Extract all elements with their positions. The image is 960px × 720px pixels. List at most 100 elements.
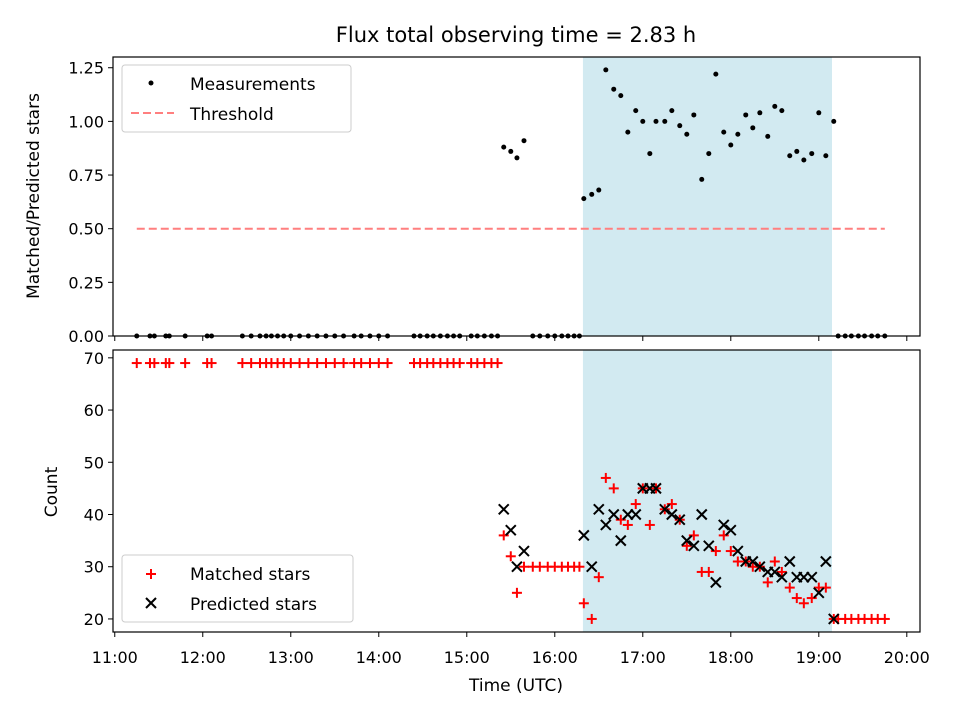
predicted-star-point xyxy=(681,534,693,547)
matched-star-point xyxy=(622,519,633,530)
x-tick-label: 20:00 xyxy=(884,648,930,667)
matched-star-point xyxy=(681,540,692,551)
ratio-y-tick-label: 1.00 xyxy=(68,112,104,131)
observing-window-shade xyxy=(582,350,832,632)
x-tick-label: 12:00 xyxy=(180,648,226,667)
ratio-legend-box xyxy=(121,64,352,133)
matched-star-point xyxy=(630,499,641,510)
matched-star-point xyxy=(511,587,522,598)
predicted-star-point xyxy=(659,503,671,515)
measurement-point xyxy=(721,129,727,135)
count-y-tick-label: 60 xyxy=(84,401,104,420)
measurement-point xyxy=(779,108,785,114)
count-y-axis-label: Count xyxy=(42,466,62,517)
matched-star-point xyxy=(644,519,655,530)
predicted-star-point xyxy=(769,566,781,578)
matched-star-point xyxy=(237,358,248,369)
measurement-point xyxy=(618,93,624,99)
chart-title: Flux total observing time = 2.83 h xyxy=(336,23,696,47)
legend-label-matched-stars: Matched stars xyxy=(190,565,310,585)
predicted-star-point xyxy=(674,514,686,526)
matched-star-point xyxy=(303,358,314,369)
x-tick-label: 15:00 xyxy=(444,648,490,667)
matched-star-point xyxy=(164,358,175,369)
measurement-point xyxy=(801,157,807,163)
predicted-star-point xyxy=(608,508,620,521)
matched-star-point xyxy=(718,530,729,541)
ratio-y-axis-label: Matched/Predicted stars xyxy=(24,93,44,299)
predicted-star-point xyxy=(703,540,715,552)
measurement-point xyxy=(625,129,631,135)
legend-swatch-measurements xyxy=(148,80,154,86)
predicted-star-point xyxy=(776,571,788,583)
matched-star-point xyxy=(356,358,367,369)
predicted-star-point xyxy=(696,508,708,521)
x-tick-label: 17:00 xyxy=(620,648,666,667)
measurement-point xyxy=(757,110,763,116)
matched-star-point xyxy=(725,546,736,557)
predicted-star-point xyxy=(828,613,840,625)
count-legend: Matched stars Predicted stars xyxy=(121,554,354,623)
matched-star-point xyxy=(600,472,611,483)
ratio-y-tick-label: 1.25 xyxy=(68,59,104,78)
matched-star-point xyxy=(338,358,349,369)
count-plot-frame xyxy=(112,349,921,633)
measurement-point xyxy=(501,144,507,150)
measurement-point xyxy=(596,187,602,193)
matched-star-point xyxy=(688,530,699,541)
measurement-point xyxy=(765,133,771,139)
matched-star-point xyxy=(505,551,516,562)
x-tick-label: 19:00 xyxy=(796,648,842,667)
measurement-point xyxy=(669,108,675,114)
measurement-point xyxy=(691,112,697,118)
matched-star-point xyxy=(762,577,773,588)
x-tick-label: 18:00 xyxy=(708,648,754,667)
count-panel: 20 30 40 50 60 70 11:00 12:00 13:00 14:00 15:00 16:… xyxy=(42,349,930,696)
matched-star-point xyxy=(131,358,142,369)
matched-star-point xyxy=(373,358,384,369)
predicted-star-point xyxy=(505,524,517,536)
matched-star-point xyxy=(329,358,340,369)
matched-star-point xyxy=(586,613,597,624)
measurement-point xyxy=(794,148,800,154)
matched-star-point xyxy=(149,358,160,369)
predicted-star-point xyxy=(593,503,605,515)
predicted-star-point xyxy=(615,534,627,547)
predicted-star-point xyxy=(732,545,744,557)
matched-star-point xyxy=(578,598,589,609)
predicted-star-point xyxy=(725,524,737,536)
predicted-star-point xyxy=(820,555,832,568)
matched-star-point xyxy=(608,483,619,494)
measurement-point xyxy=(713,71,719,77)
x-tick-label: 16:00 xyxy=(532,648,578,667)
matched-star-point xyxy=(518,561,529,572)
matched-star-point xyxy=(498,530,509,541)
ratio-y-tick-label: 0.00 xyxy=(68,327,104,346)
measurement-point xyxy=(653,118,659,124)
predicted-star-point xyxy=(710,576,722,589)
matched-star-point xyxy=(820,582,831,593)
measurement-point xyxy=(677,123,683,129)
measurement-point xyxy=(611,86,617,92)
matched-star-point xyxy=(784,582,795,593)
matched-star-point xyxy=(666,499,677,510)
predicted-star-point xyxy=(754,561,766,573)
count-legend-box xyxy=(121,554,354,623)
matched-star-point xyxy=(364,358,375,369)
legend-label-threshold: Threshold xyxy=(189,105,274,125)
predicted-star-point xyxy=(586,561,598,573)
matched-star-point xyxy=(574,561,585,572)
count-y-tick-label: 50 xyxy=(84,453,104,472)
matched-star-point xyxy=(382,358,393,369)
measurement-point xyxy=(684,131,690,137)
predicted-star-point xyxy=(784,555,796,568)
predicted-star-point xyxy=(650,482,662,495)
predicted-star-point xyxy=(518,545,530,557)
matched-star-point xyxy=(593,572,604,583)
ratio-y-tick-label: 0.50 xyxy=(68,220,104,239)
predicted-star-point xyxy=(688,540,700,552)
matched-star-point xyxy=(769,556,780,567)
matched-star-point xyxy=(703,566,714,577)
matched-star-point xyxy=(285,358,296,369)
